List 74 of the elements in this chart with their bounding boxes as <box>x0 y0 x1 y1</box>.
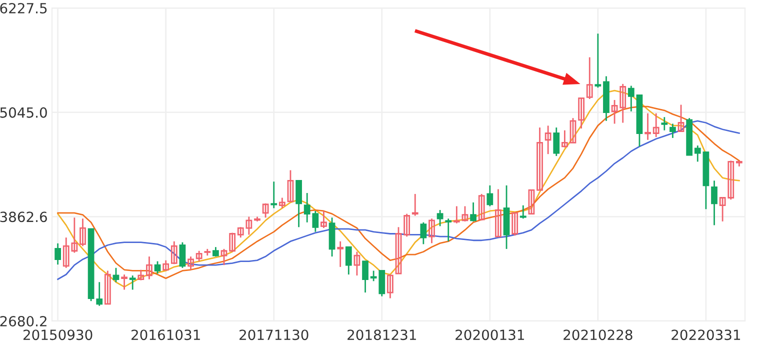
candlestick <box>528 189 535 215</box>
candlestick <box>170 240 178 265</box>
candlestick <box>337 240 344 268</box>
candlestick <box>611 99 618 124</box>
candlestick <box>652 112 660 138</box>
candlestick <box>620 83 626 124</box>
candlestick <box>112 267 120 283</box>
candlestick <box>96 281 103 307</box>
candlestick <box>278 197 286 209</box>
candlestick <box>694 144 701 162</box>
candlestick <box>445 218 452 242</box>
x-tick-label: 20161031 <box>132 330 200 340</box>
candlestick <box>536 126 543 191</box>
candlestick <box>678 104 684 132</box>
x-tick-label: 20181231 <box>348 330 416 340</box>
candlestick <box>486 184 494 207</box>
candlestick <box>553 126 560 157</box>
candlestick <box>586 56 593 100</box>
candlestick <box>220 248 228 266</box>
candlestick <box>104 270 111 305</box>
candlestick <box>478 193 485 222</box>
candlestick <box>354 251 360 276</box>
candlestick <box>188 256 194 271</box>
candlestick <box>578 97 584 130</box>
candlestick <box>495 188 502 238</box>
candlestick <box>594 32 602 88</box>
candlestick <box>287 170 294 202</box>
candlestick <box>661 116 668 132</box>
y-tick-label: 3862.6 <box>0 212 47 222</box>
x-tick-label: 20200131 <box>456 330 524 340</box>
candlestick <box>80 218 86 247</box>
candlestick <box>362 260 368 294</box>
candlestick <box>644 112 651 141</box>
candlestick <box>512 212 518 236</box>
candlestick <box>138 269 144 281</box>
candlestick <box>229 232 236 252</box>
candlestick <box>196 250 202 262</box>
candlestick <box>387 274 394 299</box>
candlestick <box>179 242 186 269</box>
y-tick-label: 5045.0 <box>0 107 47 118</box>
candlestick <box>544 124 552 155</box>
candlestick <box>262 202 269 218</box>
candlestick <box>146 256 152 280</box>
candlestick <box>470 202 476 222</box>
candlestick <box>54 242 62 266</box>
candlestick <box>404 213 410 238</box>
x-tick-label: 20171130 <box>240 330 308 340</box>
candlestick <box>162 260 170 272</box>
candlestick <box>628 85 634 112</box>
candlestick <box>570 117 576 144</box>
candlestick <box>670 123 676 139</box>
candlestick <box>562 130 568 148</box>
candlestick <box>420 222 427 245</box>
y-tick-label: 2680.2 <box>0 316 46 326</box>
candlestick <box>212 246 219 258</box>
candlestick <box>129 274 136 290</box>
x-tick-label: 20220331 <box>672 330 740 340</box>
y-tick-label: 6227.5 <box>0 2 47 14</box>
candlestick <box>345 246 352 276</box>
candlestick <box>121 274 128 290</box>
candlestick <box>428 218 435 244</box>
candlestick <box>320 210 327 229</box>
candlestick <box>453 206 460 224</box>
candlestick <box>462 206 468 222</box>
x-tick-label: 20210228 <box>564 330 632 340</box>
candlestick <box>154 260 161 274</box>
candlestick <box>436 209 444 227</box>
candlestick <box>296 180 302 228</box>
candlestick <box>270 180 278 209</box>
candlestick <box>412 193 418 216</box>
candlestick <box>711 180 718 226</box>
x-tick-label: 20150930 <box>23 330 92 340</box>
candlestick <box>520 204 526 220</box>
candlestick <box>395 226 402 274</box>
